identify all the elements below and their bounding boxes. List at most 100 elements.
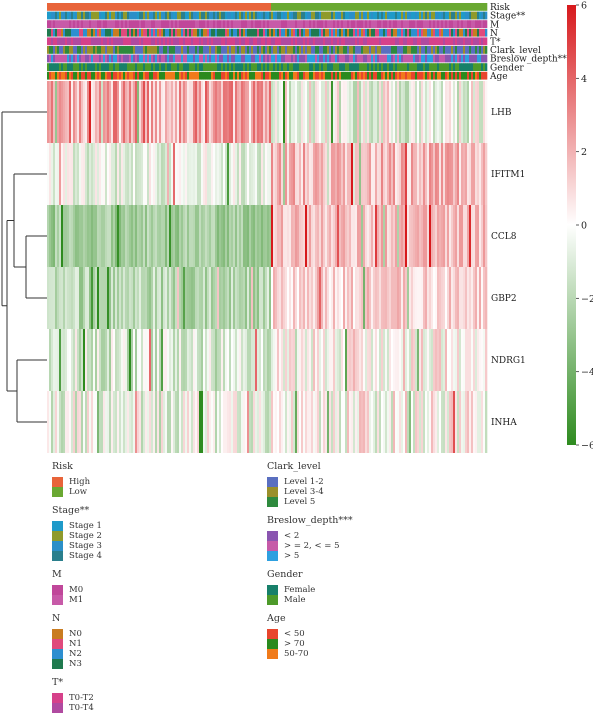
legend-title: Gender [267,569,303,580]
legend-item: N2 [52,649,102,659]
annotation-track [47,37,488,46]
legend-item: Stage 3 [52,541,102,551]
legend-block: N N0 N1 N2 N3 [52,613,102,669]
annotation-track-label: Age [489,72,508,82]
legend-swatch [52,531,63,541]
legend-swatch [267,541,278,551]
legend-swatch [267,629,278,639]
colorbar-tick-label: 4 [581,74,587,85]
legend-label: M1 [69,595,84,605]
colorbar-tick-label: −6 [581,441,593,452]
annotation-track [47,54,488,63]
legend-item: T0-T4 [52,703,102,713]
row-dendrogram [1,111,47,423]
dendrogram-branch [6,220,17,392]
legend-item: 50-70 [267,649,353,659]
annotation-track [47,63,488,71]
legend-label: > 70 [284,639,305,649]
legend-label: M0 [69,585,84,595]
legend-label: T0-T2 [69,693,94,703]
legend-item: < 2 [267,531,353,541]
heatmap-row [47,143,488,205]
legend-swatch [267,477,278,487]
legend-swatch [267,497,278,507]
dendrogram-branch [1,111,47,307]
legend-label: Female [284,585,316,595]
heatmap-row [47,81,488,143]
annotation-track [47,11,488,20]
legend-swatch [267,551,278,561]
legend-block: Age < 50 > 70 50-70 [267,613,353,659]
dendrogram-branch [16,359,47,423]
legend-swatch [52,693,63,703]
annotation-track-label: Breslow_depth*** [490,55,572,65]
dendrogram-branch [13,173,47,268]
gene-label: IFITM1 [491,170,525,180]
colorbar-tick-label: 0 [581,221,587,232]
legend-title: Clark_level [267,461,321,472]
legend-item: Low [52,487,102,497]
legend-item: High [52,477,102,487]
legend-swatch [52,585,63,595]
legend-block: Gender Female Male [267,569,353,605]
legend-swatch [52,595,63,605]
gene-label: LHB [491,108,512,118]
legend-swatch [52,629,63,639]
legend-label: 50-70 [284,649,309,659]
annotation-track-label: N [490,29,498,39]
legend-swatch [52,649,63,659]
legend-swatch [52,541,63,551]
legend-item: N3 [52,659,102,669]
colorbar: 6 4 2 0 −2 −4 −6 [567,1,593,452]
annotation-track-label: T* [490,38,501,48]
colorbar-tick-label: −2 [581,294,593,305]
annotation-tracks [47,3,488,80]
legend-label: > = 2, < = 5 [284,541,340,551]
legend-block: Risk High Low [52,461,102,497]
heatmap-cells [47,81,488,453]
heatmap-figure: RiskStage**MNT*Clark_levelBreslow_depth*… [1,1,593,453]
legend-swatch [267,649,278,659]
legend-item: M1 [52,595,102,605]
legend-swatch [52,477,63,487]
legend-swatch [267,531,278,541]
legend-label: > 5 [284,551,300,561]
legend-item: N1 [52,639,102,649]
legend-item: > 70 [267,639,353,649]
heatmap-row [47,329,488,391]
legend-title: M [52,569,62,580]
colorbar-tick-label: 2 [581,147,587,158]
gene-label: CCL8 [491,232,517,242]
annotation-track [47,20,488,28]
legend-swatch [52,659,63,669]
legend-item: N0 [52,629,102,639]
gene-label: INHA [491,418,517,428]
legend-swatch [267,595,278,605]
colorbar-tick-label: −4 [581,367,593,378]
legend-swatch [52,639,63,649]
legend-swatch [267,487,278,497]
legend-item: Level 1-2 [267,477,353,487]
colorbar-gradient [567,5,576,445]
annotation-track [47,71,488,80]
legend-label: Stage 3 [69,541,102,551]
legend-block: Breslow_depth*** < 2 > = 2, < = 5 > 5 [267,515,353,561]
annotation-track-label: M [490,20,499,30]
legend-swatch [267,639,278,649]
legend-item: M0 [52,585,102,595]
annotation-track [47,3,488,11]
legend-label: Level 5 [284,497,316,507]
legend-block: M M0 M1 [52,569,102,605]
legend-item: Stage 4 [52,551,102,561]
annotation-track-label: Risk [490,3,510,13]
legend-right-column: Clark_level Level 1-2 Level 3-4 Level 5 Bres… [267,461,353,667]
legend-swatch [52,521,63,531]
legend-label: Level 1-2 [284,477,324,487]
annotation-track [47,46,488,54]
legend-item: Male [267,595,353,605]
legend-label: T0-T4 [69,703,94,713]
legend-block: Clark_level Level 1-2 Level 3-4 Level 5 [267,461,353,507]
heatmap-row [47,391,488,453]
legend-item: Level 3-4 [267,487,353,497]
